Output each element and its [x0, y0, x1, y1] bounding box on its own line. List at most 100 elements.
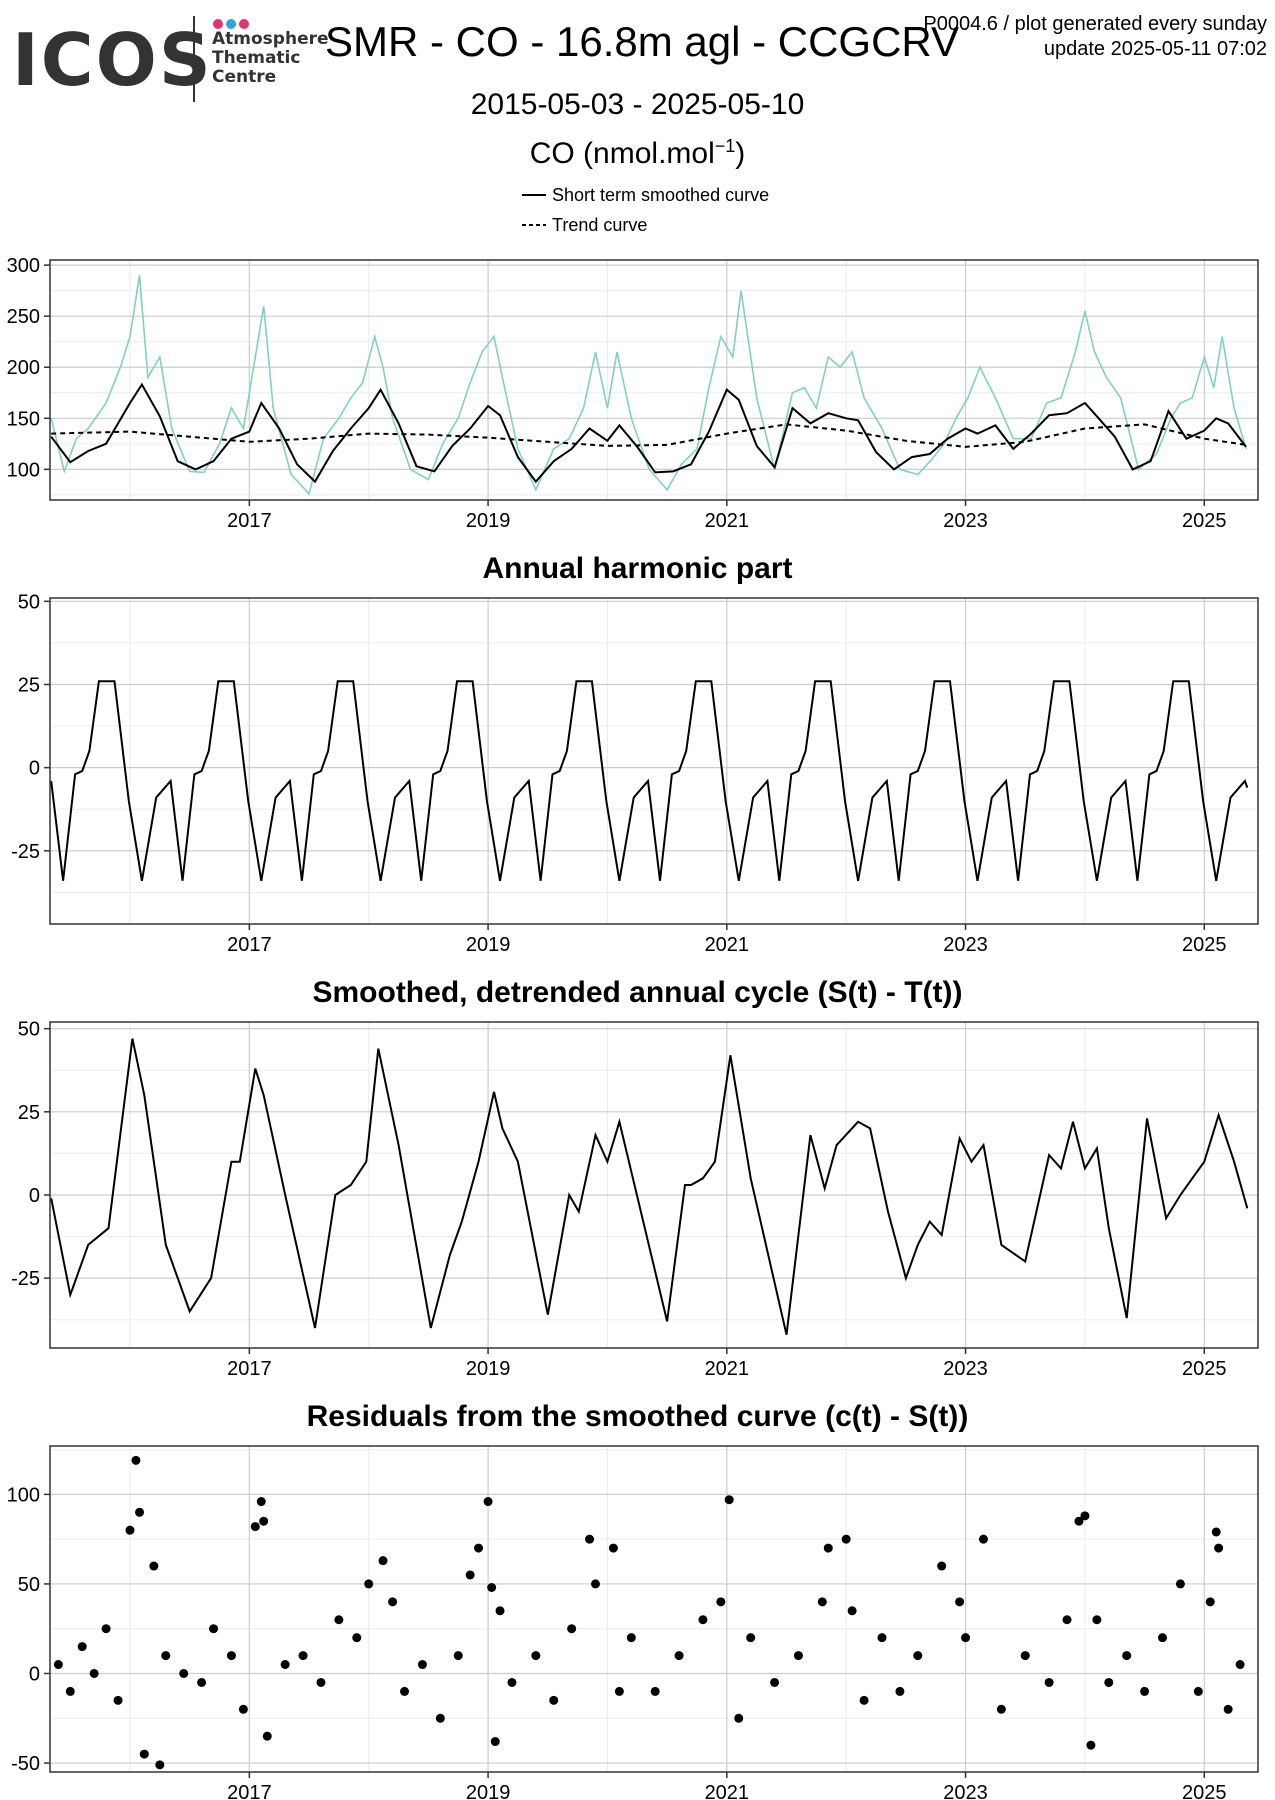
x-tick-label: 2021: [705, 1358, 750, 1380]
residual-point: [859, 1695, 869, 1705]
residual-point: [841, 1534, 851, 1544]
legend-label: Short term smoothed curve: [552, 184, 770, 205]
y-tick-label: -50: [11, 1753, 40, 1775]
plot-metadata: P0004.6 / plot generated every sunday up…: [923, 12, 1267, 62]
x-tick-label: 2019: [466, 1358, 511, 1380]
residual-point: [674, 1651, 684, 1661]
residual-point: [280, 1660, 290, 1670]
x-tick-label: 2019: [466, 510, 511, 532]
unit-prefix: CO (nmol.mol: [529, 137, 715, 170]
residual-point: [1104, 1677, 1114, 1687]
page-title: SMR - CO - 16.8m agl - CCGCRV: [325, 18, 959, 65]
residual-point: [487, 1583, 497, 1593]
residual-point: [250, 1522, 260, 1532]
residual-point: [698, 1615, 708, 1625]
logo-dot: [213, 19, 223, 29]
y-tick-label: 0: [29, 758, 40, 780]
residual-point: [608, 1543, 618, 1553]
y-tick-label: -25: [11, 841, 40, 863]
residual-point: [1020, 1651, 1030, 1661]
residual-point: [1044, 1677, 1054, 1687]
panel-annual-harmonic: -25 0 25 50 2017 2019 2021 2023 2025: [11, 591, 1259, 956]
residual-point: [490, 1737, 500, 1747]
residual-point: [113, 1695, 123, 1705]
x-tick-label: 2023: [943, 934, 988, 956]
residual-point: [262, 1731, 272, 1741]
panel-detrended-cycle: -25 0 25 50 2017 2019 2021 2023 2025: [11, 1019, 1259, 1380]
residual-point: [996, 1704, 1006, 1714]
y-tick-label: 100: [7, 1484, 40, 1506]
residual-point: [334, 1615, 344, 1625]
residual-point: [1211, 1527, 1221, 1537]
residual-point: [746, 1633, 756, 1643]
residual-point: [1235, 1660, 1245, 1670]
legend-label: Trend curve: [552, 214, 648, 235]
residual-point: [378, 1556, 388, 1566]
logo-subtitle-line: Atmosphere: [212, 29, 329, 49]
panel-residuals: -50 0 50 100 2017 2019 2021 2023 2025: [7, 1445, 1259, 1800]
residual-point: [226, 1651, 236, 1661]
residual-point: [955, 1597, 965, 1607]
residual-point: [1214, 1543, 1224, 1553]
residual-point: [1080, 1511, 1090, 1521]
series-observations: [50, 275, 1247, 496]
residual-point: [483, 1497, 493, 1507]
x-tick-label: 2019: [466, 1782, 511, 1800]
residual-point: [417, 1660, 427, 1670]
x-tick-label: 2017: [227, 934, 272, 956]
residual-point: [1158, 1633, 1168, 1643]
residual-point: [650, 1686, 660, 1696]
legend-item-short-term: Short term smoothed curve: [520, 180, 769, 210]
residual-point: [388, 1597, 398, 1607]
residual-point: [65, 1686, 75, 1696]
x-tick-label: 2017: [227, 1782, 272, 1800]
residual-point: [135, 1507, 145, 1517]
data-layer: [50, 680, 1249, 881]
x-tick-label: 2023: [943, 510, 988, 532]
residual-point: [1062, 1615, 1072, 1625]
residual-point: [209, 1624, 219, 1634]
residual-point: [161, 1651, 171, 1661]
logo-wordmark: ICOS: [12, 18, 213, 102]
chart-legend: Short term smoothed curve Trend curve: [520, 180, 769, 240]
panel-title-annual-harmonic: Annual harmonic part: [482, 552, 793, 585]
residual-point: [352, 1633, 362, 1643]
logo-separator: [193, 16, 195, 102]
y-tick-label: 25: [18, 674, 40, 696]
residual-point: [495, 1606, 505, 1616]
x-tick-label: 2025: [1182, 1782, 1227, 1800]
panel-frame: [49, 1021, 1259, 1349]
residual-point: [89, 1668, 99, 1678]
residual-point: [1122, 1651, 1132, 1661]
y-tick-label: 50: [18, 591, 40, 613]
y-tick-label: 150: [7, 408, 40, 430]
meta-line: P0004.6 / plot generated every sunday: [923, 13, 1267, 35]
data-layer: [53, 1455, 1245, 1770]
residual-point: [531, 1651, 541, 1661]
residual-point: [817, 1597, 827, 1607]
residual-point: [155, 1760, 165, 1770]
residual-point: [716, 1597, 726, 1607]
y-tick-label: 250: [7, 306, 40, 328]
residual-point: [1092, 1615, 1102, 1625]
legend-dashed-line-icon: [522, 224, 546, 226]
y-tick-label: 0: [29, 1663, 40, 1685]
logo-subtitle-line: Thematic: [212, 48, 301, 68]
logo-dots: [213, 16, 252, 29]
panel-co-concentration: 100 150 200 250 300 2017 2019 2021 2023 2025: [7, 255, 1259, 532]
x-tick-label: 2021: [705, 510, 750, 532]
y-tick-label: 50: [18, 1019, 40, 1041]
x-tick-label: 2019: [466, 934, 511, 956]
residual-point: [259, 1516, 269, 1526]
residual-point: [734, 1713, 744, 1723]
residual-point: [895, 1686, 905, 1696]
residual-point: [961, 1633, 971, 1643]
x-tick-label: 2017: [227, 1358, 272, 1380]
residual-point: [724, 1495, 734, 1505]
residual-point: [316, 1677, 326, 1687]
residual-point: [238, 1704, 248, 1714]
residual-point: [1086, 1740, 1096, 1750]
panel-title-detrended-cycle: Smoothed, detrended annual cycle (S(t) -…: [312, 976, 963, 1009]
unit-title: CO (nmol.mol−1): [0, 136, 1275, 171]
